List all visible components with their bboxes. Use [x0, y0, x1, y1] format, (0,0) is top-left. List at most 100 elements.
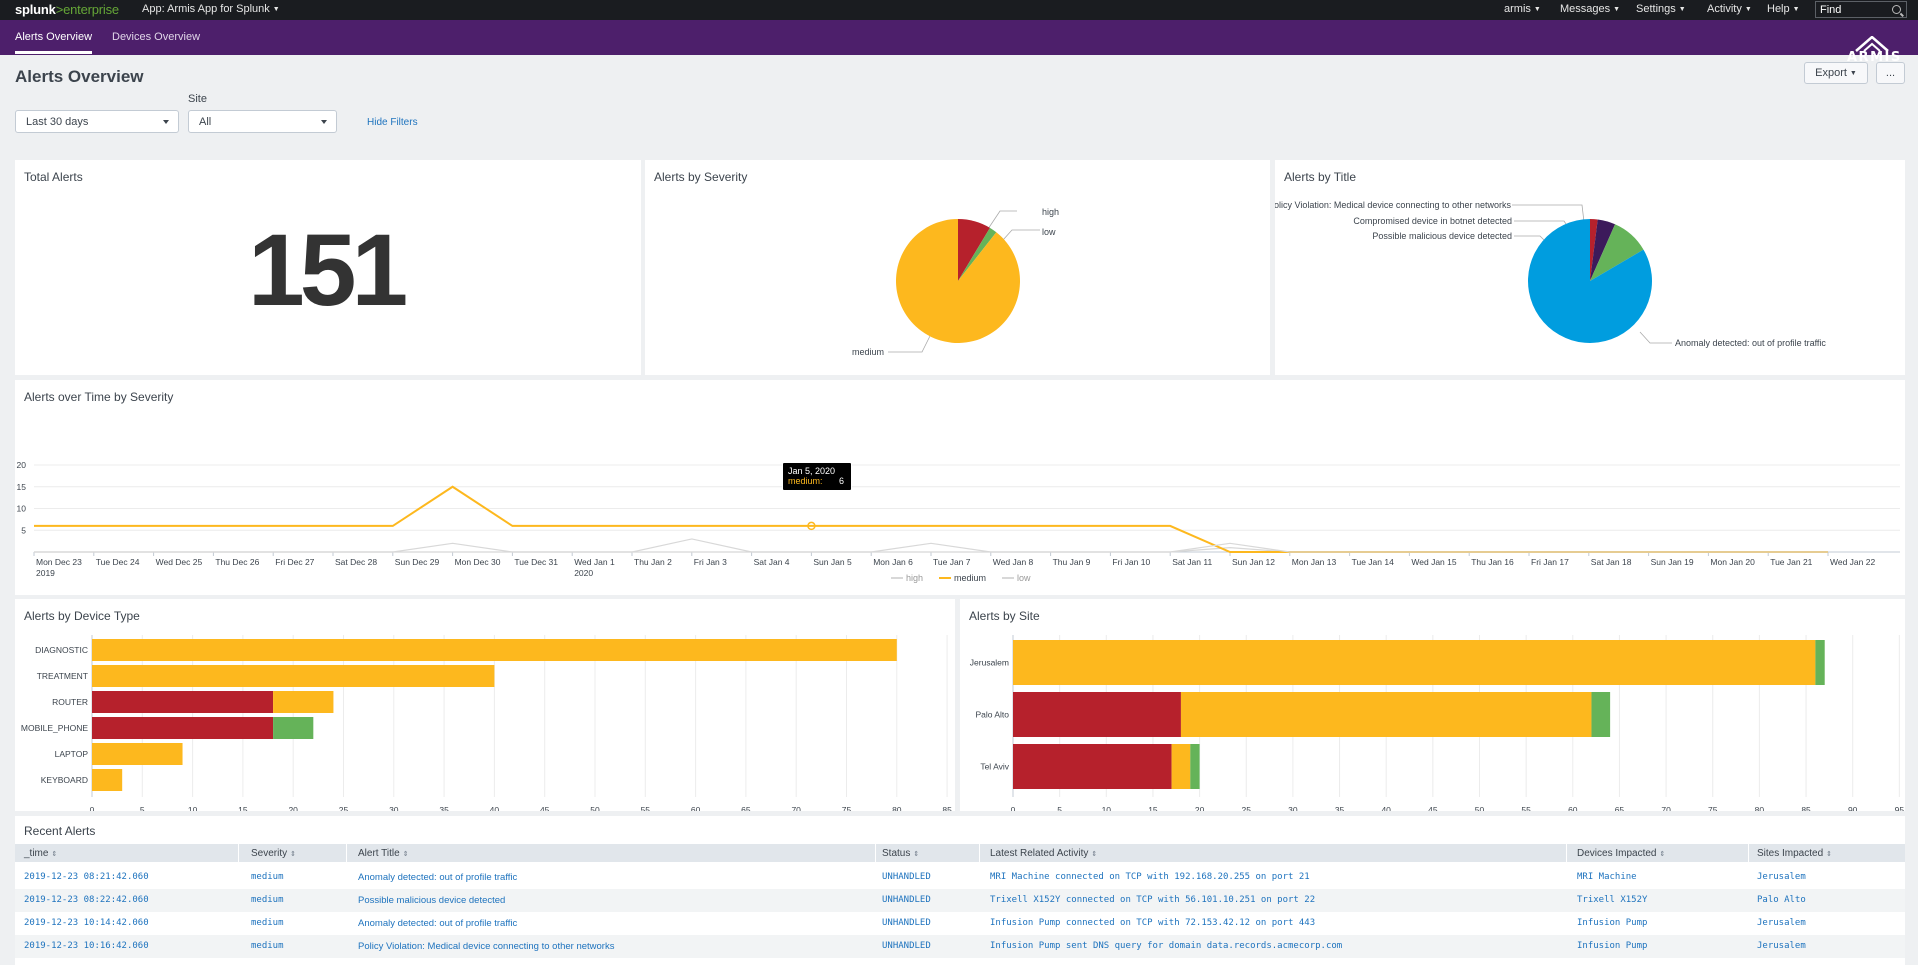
chart-tooltip: Jan 5, 2020 medium: 6 [782, 462, 852, 491]
find-input[interactable]: Find [1815, 1, 1907, 18]
app-menu[interactable]: App: Armis App for Splunk ▼ [142, 3, 280, 15]
x-tick-label: 20 [288, 805, 298, 811]
cell-devices[interactable]: Infusion Pump [1577, 941, 1648, 951]
cell-devices[interactable]: Infusion Pump [1577, 918, 1648, 928]
column-header-severity[interactable]: Severity ⇕ [251, 848, 296, 859]
panel-title: Alerts by Severity [654, 170, 748, 184]
cell-status[interactable]: UNHANDLED [882, 941, 931, 951]
cell-severity[interactable]: medium [251, 918, 284, 928]
table-row[interactable]: 2019-12-23 08:22:42.060 medium Possible … [15, 889, 1905, 912]
severity-pie-chart: high low medium [852, 207, 1059, 357]
bar-low [1815, 640, 1825, 685]
x-tick-label: Thu Jan 2 [634, 557, 672, 567]
cell-activity[interactable]: Infusion Pump connected on TCP with 72.1… [990, 918, 1316, 928]
cell-severity[interactable]: medium [251, 872, 284, 882]
x-tick-label: Thu Jan 16 [1471, 557, 1514, 567]
cell-sites[interactable]: Jerusalem [1757, 918, 1806, 928]
cell-time[interactable]: 2019-12-23 10:16:42.060 [24, 941, 149, 951]
app-nav-bar: Alerts Overview Devices Overview ARMIS [0, 20, 1918, 65]
cell-alert-title[interactable]: Anomaly detected: out of profile traffic [358, 918, 518, 929]
x-tick-label: 25 [339, 805, 349, 811]
series-line-medium [34, 485, 1828, 553]
x-tick-label: 5 [140, 805, 145, 811]
cell-devices[interactable]: Trixell X152Y [1577, 895, 1648, 905]
cell-alert-title[interactable]: Possible malicious device detected [358, 895, 506, 906]
cell-sites[interactable]: Palo Alto [1757, 895, 1806, 905]
cell-severity[interactable]: medium [251, 895, 284, 905]
x-tick-label: Sat Jan 18 [1591, 557, 1632, 567]
bar-medium [1180, 692, 1592, 737]
tab-devices-overview[interactable]: Devices Overview [112, 31, 201, 43]
column-header-latest-activity[interactable]: Latest Related Activity ⇕ [990, 848, 1098, 859]
chevron-down-icon [163, 120, 169, 124]
table-row[interactable]: 2019-12-23 10:16:42.060 medium Policy Vi… [15, 935, 1905, 958]
x-tick-label: Sun Jan 19 [1651, 557, 1694, 567]
bar-high [1013, 692, 1181, 737]
hide-filters-link[interactable]: Hide Filters [367, 117, 418, 128]
settings-menu[interactable]: Settings ▼ [1636, 3, 1686, 15]
cell-severity[interactable]: medium [251, 941, 284, 951]
user-menu[interactable]: armis ▼ [1504, 3, 1541, 15]
pie-label-high: high [1042, 207, 1059, 217]
cell-activity[interactable]: Trixell X152Y connected on TCP with 56.1… [990, 895, 1316, 905]
x-tick-label: 25 [1242, 805, 1252, 811]
y-tick-label: 20 [17, 460, 27, 470]
splunk-logo[interactable]: splunk>enterprise [15, 2, 119, 17]
sort-icon: ⇕ [1826, 851, 1833, 858]
panel-title: Alerts by Device Type [24, 609, 140, 623]
cell-activity[interactable]: MRI Machine connected on TCP with 192.16… [990, 872, 1310, 882]
cell-devices[interactable]: MRI Machine [1577, 872, 1637, 882]
column-header-sites[interactable]: Sites Impacted ⇕ [1757, 848, 1833, 859]
panel-title: Recent Alerts [24, 824, 96, 838]
cell-alert-title[interactable]: Anomaly detected: out of profile traffic [358, 872, 518, 883]
legend-high[interactable]: high [891, 573, 923, 583]
x-tick-label: Tue Jan 7 [933, 557, 971, 567]
column-header-alert-title[interactable]: Alert Title ⇕ [358, 848, 409, 859]
legend-medium[interactable]: medium [939, 573, 986, 583]
x-tick-label: Wed Jan 1 [574, 557, 615, 567]
bar-low [1591, 692, 1611, 737]
panel-title: Alerts by Site [969, 609, 1040, 623]
total-alerts-value: 151 [248, 213, 408, 327]
cell-sites[interactable]: Jerusalem [1757, 941, 1806, 951]
panel-title: Alerts over Time by Severity [24, 390, 174, 404]
cell-status[interactable]: UNHANDLED [882, 895, 931, 905]
more-actions-button[interactable]: ... [1876, 62, 1905, 84]
x-tick-label: 0 [1011, 805, 1016, 811]
x-tick-label: Fri Dec 27 [275, 557, 314, 567]
x-tick-label: 80 [892, 805, 902, 811]
table-row[interactable]: 2019-12-23 10:14:42.060 medium Anomaly d… [15, 912, 1905, 935]
x-tick-label: 75 [842, 805, 852, 811]
legend-low[interactable]: low [1002, 573, 1031, 583]
export-button[interactable]: Export ▼ [1804, 62, 1868, 84]
cell-status[interactable]: UNHANDLED [882, 918, 931, 928]
cell-status[interactable]: UNHANDLED [882, 872, 931, 882]
x-tick-label: Sun Jan 5 [813, 557, 852, 567]
column-divider [346, 844, 347, 862]
sort-icon: ⇕ [290, 851, 296, 858]
category-label: LAPTOP [55, 749, 89, 759]
table-row[interactable]: 2019-12-23 08:21:42.060 medium Anomaly d… [15, 866, 1905, 889]
cell-activity[interactable]: Infusion Pump sent DNS query for domain … [990, 941, 1343, 951]
tab-alerts-overview[interactable]: Alerts Overview [15, 31, 93, 54]
series-line-low [34, 538, 1828, 553]
top-bar: splunk>enterprise App: Armis App for Spl… [0, 0, 1918, 20]
time-range-picker[interactable]: Last 30 days [15, 110, 179, 133]
x-tick-label: 55 [1521, 805, 1531, 811]
table-header: _time ⇕ Severity ⇕ Alert Title ⇕ Status ⇕ La… [15, 844, 1905, 862]
cell-time[interactable]: 2019-12-23 08:21:42.060 [24, 872, 149, 882]
site-filter-select[interactable]: All [188, 110, 337, 133]
category-label: DIAGNOSTIC [35, 645, 88, 655]
column-header-time[interactable]: _time ⇕ [24, 848, 58, 859]
cell-time[interactable]: 2019-12-23 08:22:42.060 [24, 895, 149, 905]
help-menu[interactable]: Help ▼ [1767, 3, 1800, 15]
x-tick-label: 95 [1895, 805, 1905, 811]
messages-menu[interactable]: Messages ▼ [1560, 3, 1621, 15]
cell-alert-title[interactable]: Policy Violation: Medical device connect… [358, 941, 615, 952]
column-header-status[interactable]: Status ⇕ [882, 848, 920, 859]
cell-sites[interactable]: Jerusalem [1757, 872, 1806, 882]
sort-icon: ⇕ [1091, 851, 1098, 858]
cell-time[interactable]: 2019-12-23 10:14:42.060 [24, 918, 149, 928]
column-header-devices[interactable]: Devices Impacted ⇕ [1577, 848, 1666, 859]
activity-menu[interactable]: Activity ▼ [1707, 3, 1752, 15]
